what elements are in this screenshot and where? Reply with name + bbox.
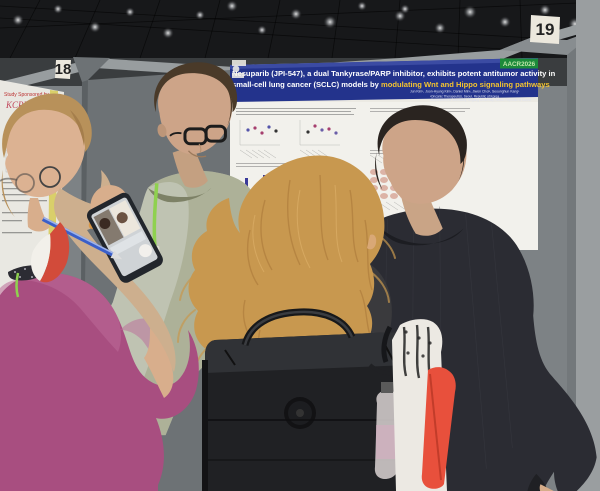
- svg-text:AACR2026: AACR2026: [503, 61, 536, 68]
- svg-text:Nesuparib (JPI-547), a dual Ta: Nesuparib (JPI-547), a dual Tankyrase/PA…: [232, 69, 556, 78]
- svg-text:19: 19: [536, 20, 555, 39]
- svg-text:²Department of Chemistry, Soga: ²Department of Chemistry, Sogang Univers…: [430, 98, 531, 102]
- svg-text:18: 18: [55, 61, 72, 78]
- svg-text:small-cell lung cancer (SCLC): small-cell lung cancer (SCLC) models by …: [232, 80, 550, 89]
- svg-text:Jun Kim¹, Joon-Hyung Kim¹, Dan: Jun Kim¹, Joon-Hyung Kim¹, Daniel Min¹, …: [410, 90, 520, 94]
